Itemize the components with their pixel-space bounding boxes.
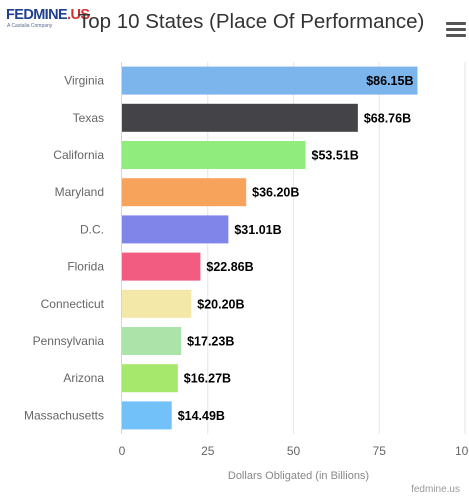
x-tick-label-4: 100: [455, 444, 469, 458]
bar-0: [122, 66, 418, 95]
data-label-3: $36.20B: [252, 186, 299, 200]
data-label-2: $53.51B: [312, 149, 359, 163]
category-label-5: Florida: [67, 260, 104, 274]
bar-2: [122, 141, 306, 169]
category-label-3: Maryland: [55, 185, 104, 199]
x-tick-label-3: 75: [373, 444, 387, 458]
data-label-8: $16.27B: [184, 372, 231, 386]
data-label-7: $17.23B: [187, 335, 234, 349]
logo-wordmark: FEDMINE.US: [6, 7, 90, 23]
category-label-2: California: [53, 148, 104, 162]
x-tick-label-0: 0: [119, 444, 126, 458]
category-label-8: Arizona: [63, 371, 104, 385]
bar-7: [122, 327, 182, 355]
logo-tagline: A Castalia Company: [7, 23, 53, 29]
category-label-4: D.C.: [80, 222, 104, 236]
fedmine-logo: FEDMINE.US A Castalia Company: [6, 7, 90, 35]
bar-3: [122, 178, 247, 207]
data-label-6: $20.20B: [197, 297, 244, 311]
bar-4: [122, 215, 229, 244]
category-label-1: Texas: [73, 111, 104, 125]
data-label-9: $14.49B: [178, 409, 225, 423]
chart-credit[interactable]: fedmine.us: [411, 484, 460, 495]
data-label-1: $68.76B: [364, 111, 411, 125]
category-label-0: Virginia: [64, 74, 104, 88]
x-axis-title: Dollars Obligated (in Billions): [228, 470, 369, 482]
hamburger-menu-icon[interactable]: [446, 22, 466, 38]
data-label-0: $86.15B: [366, 74, 413, 88]
x-tick-label-2: 50: [287, 444, 301, 458]
category-label-9: Massachusetts: [24, 408, 104, 422]
bar-9: [122, 401, 172, 430]
chart-title: Top 10 States (Place Of Performance): [78, 10, 425, 33]
bar-5: [122, 252, 201, 281]
data-label-5: $22.86B: [206, 260, 253, 274]
category-label-7: Pennsylvania: [33, 334, 105, 348]
bar-6: [122, 289, 192, 318]
x-tick-label-1: 25: [201, 444, 215, 458]
category-label-6: Connecticut: [41, 297, 105, 311]
bar-8: [122, 364, 178, 393]
bar-1: [122, 103, 358, 132]
data-label-4: $31.01B: [234, 223, 281, 237]
